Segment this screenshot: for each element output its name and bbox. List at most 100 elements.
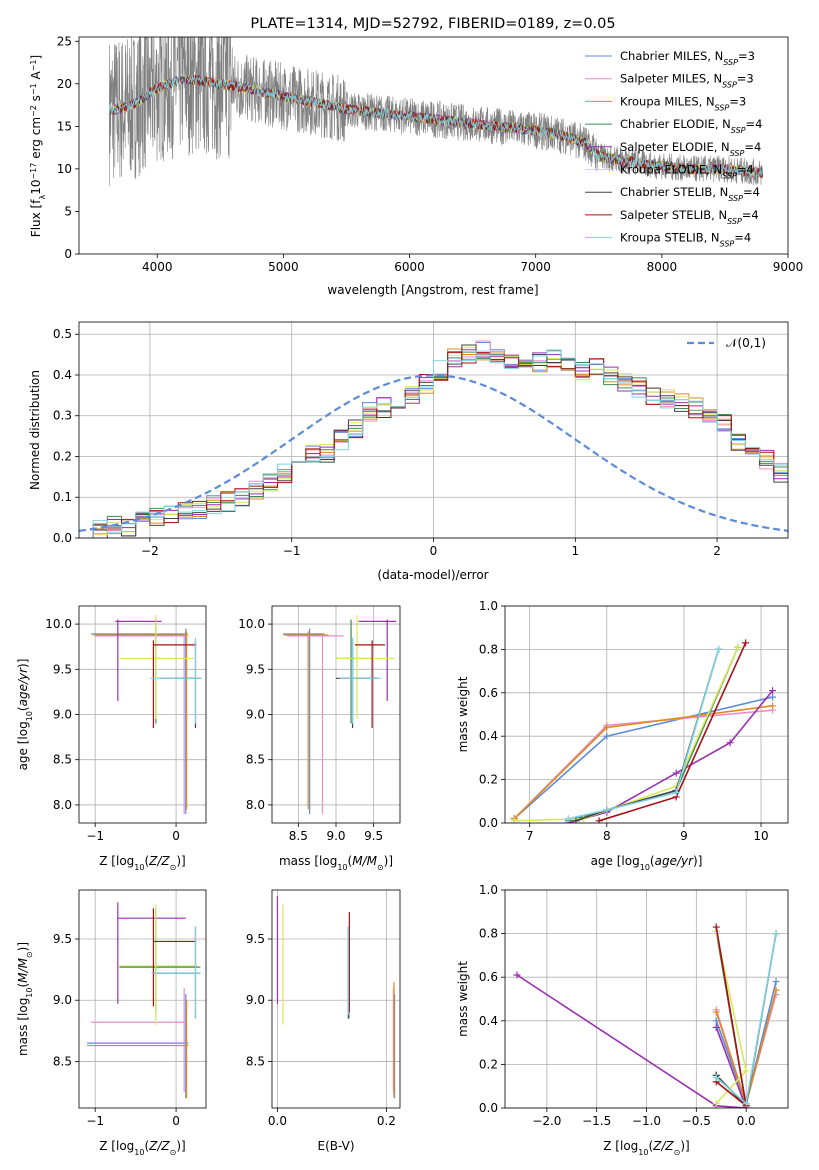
x-tick-label: −1 — [283, 544, 301, 558]
y-tick-label: 0.0 — [53, 531, 72, 545]
axes-spectrum: 4000 5000 6000 7000 8000 9000 0 5 10 15 20 25 — [57, 34, 804, 274]
line-area — [513, 923, 780, 1108]
data-point — [595, 817, 603, 823]
x-axis-label: Z [log10(Z/Z⊙)] — [603, 1139, 689, 1157]
axes-age-vs-mass: 8.5 9.0 9.5 8.0 8.5 9.0 9.5 10.0 — [238, 605, 401, 843]
y-tick-label: 0.5 — [53, 327, 72, 341]
y-tick-label: 20 — [57, 77, 72, 91]
data-point — [513, 971, 521, 979]
series-line — [516, 974, 747, 1108]
figure-title: PLATE=1314, MJD=52792, FIBERID=0189, z=0… — [250, 16, 615, 32]
data-point — [712, 1073, 720, 1081]
x-tick-label: 0 — [172, 1114, 180, 1128]
y-tick-label: 10.0 — [238, 617, 265, 631]
y-tick-label: 0.8 — [479, 927, 498, 941]
y-tick-label: 0.0 — [479, 1101, 498, 1115]
legend-entry: Kroupa STELIB, NSSP=4 — [620, 231, 751, 249]
legend: Chabrier MILES, NSSP=3 Salpeter MILES, NS… — [585, 49, 762, 248]
legend-entry: Kroupa MILES, NSSP=3 — [620, 94, 746, 112]
data-point — [572, 817, 580, 823]
x-tick-label: −1 — [86, 1114, 104, 1128]
y-tick-label: 8.0 — [53, 798, 72, 812]
x-tick-label: 4000 — [142, 260, 173, 274]
axes-frame — [78, 889, 207, 1109]
data-point — [672, 789, 680, 797]
x-axis-label: age [log10(age/yr)] — [591, 854, 703, 872]
axes-age-vs-Z: −1 0 8.0 8.5 9.0 9.5 10.0 — [45, 605, 207, 843]
y-tick-label: 0.8 — [479, 642, 498, 656]
series-line — [514, 646, 739, 822]
x-tick-label: 0.0 — [737, 1114, 756, 1128]
data-point — [742, 1067, 750, 1075]
data-point — [712, 1100, 720, 1108]
y-axis-label: mass [log10(M/M⊙)] — [16, 942, 34, 1056]
axes-mass-vs-Z: −1 0 8.5 9.0 9.5 — [53, 889, 207, 1128]
histogram-series — [79, 344, 788, 538]
y-tick-label: 9.5 — [246, 932, 265, 946]
y-tick-label: 0.6 — [479, 686, 498, 700]
x-tick-label: 8000 — [647, 260, 678, 274]
y-tick-label: 8.0 — [246, 798, 265, 812]
y-tick-label: 0 — [64, 247, 72, 261]
histogram-area — [79, 340, 788, 538]
histogram-series — [79, 349, 788, 538]
series-line — [513, 709, 773, 820]
x-tick-label: 8 — [603, 829, 611, 843]
axes-residuals: −2 −1 0 1 2 0.0 0.1 0.2 0.3 0.4 0.5 — [53, 321, 789, 558]
x-tick-label: 1 — [571, 544, 579, 558]
spectrum-plot-area — [108, 37, 764, 186]
x-tick-label: 5000 — [268, 260, 299, 274]
data-point — [603, 724, 611, 732]
x-tick-label: −2.0 — [532, 1114, 561, 1128]
data-point — [603, 732, 611, 740]
data-point — [769, 702, 777, 710]
axes-frame — [78, 321, 789, 539]
data-point — [726, 739, 734, 747]
y-tick-label: 1.0 — [479, 883, 498, 897]
data-point — [712, 1008, 720, 1016]
legend-entry: Chabrier MILES, NSSP=3 — [620, 49, 755, 67]
data-point — [742, 1100, 750, 1108]
y-axis-label: Normed distribution — [28, 370, 42, 490]
data-point — [603, 806, 611, 814]
data-point — [772, 978, 780, 986]
normal-curve — [79, 374, 788, 532]
y-tick-label: 8.5 — [246, 753, 265, 767]
data-point — [715, 645, 723, 653]
x-tick-label: −0.5 — [682, 1114, 711, 1128]
axes-massweight-vs-Z: −2.0 −1.5 −1.0 −0.5 0.0 0.0 0.2 0.4 0.6 0.8 1.0 — [479, 883, 789, 1128]
y-axis-label: Flux [fλ10−17 erg cm−2 s−1 A−1] — [29, 55, 47, 237]
errorbar-area — [276, 896, 396, 1099]
y-tick-label: 0.0 — [479, 816, 498, 830]
x-tick-label: 0.0 — [268, 1114, 287, 1128]
line-area — [510, 639, 777, 823]
histogram-series — [79, 340, 788, 538]
data-point — [742, 639, 750, 647]
x-axis-label: (data-model)/error — [377, 568, 488, 582]
x-tick-label: 9.0 — [326, 829, 345, 843]
axes-frame — [271, 889, 401, 1109]
errorbar-area — [91, 615, 202, 814]
series-line — [568, 649, 720, 820]
y-tick-label: 10 — [57, 162, 72, 176]
y-tick-label: 0.2 — [479, 773, 498, 787]
x-tick-label: −1.5 — [582, 1114, 611, 1128]
data-point — [769, 687, 777, 695]
y-tick-label: 0.2 — [53, 449, 72, 463]
x-tick-label: 2 — [713, 544, 721, 558]
x-tick-label: −2 — [141, 544, 159, 558]
x-axis-label: E(B-V) — [317, 1139, 354, 1153]
y-tick-label: 15 — [57, 119, 72, 133]
histogram-series — [79, 349, 788, 538]
series-line — [513, 705, 773, 820]
y-tick-label: 9.0 — [246, 708, 265, 722]
data-point — [734, 643, 742, 651]
y-axis-label: mass weight — [456, 961, 470, 1037]
axes-mass-vs-EBV: 0.0 0.2 8.5 9.0 9.5 — [246, 889, 401, 1128]
y-tick-label: 0.4 — [479, 729, 498, 743]
axes-frame — [78, 36, 789, 255]
legend-entry: Salpeter STELIB, NSSP=4 — [620, 208, 759, 226]
axes-frame — [78, 605, 207, 824]
errorbar-area — [87, 902, 201, 1099]
legend-entry: Salpeter MILES, NSSP=3 — [620, 72, 754, 90]
